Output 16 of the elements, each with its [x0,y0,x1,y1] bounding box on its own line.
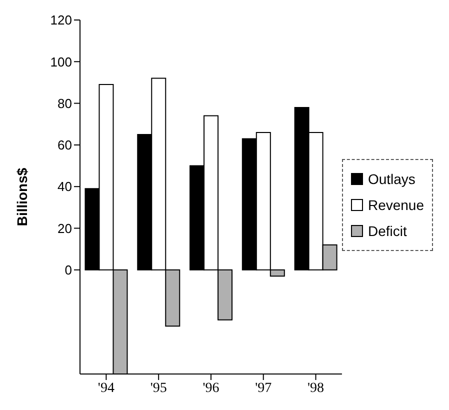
x-tick-label: '95 [150,380,167,396]
y-tick-label: 40 [58,179,72,194]
y-tick-label: 60 [58,138,72,153]
legend-label: Revenue [368,196,424,215]
y-tick-label: 120 [50,12,72,28]
x-tick-label: '96 [202,380,220,396]
y-tick-label: 100 [50,54,72,70]
legend-label: Outlays [368,170,416,189]
legend-label: Deficit [368,222,407,241]
y-tick-label: 80 [58,96,72,111]
y-tick-label: 20 [58,220,72,236]
y-axis-title: Billions$ [14,168,30,226]
x-tick-label: '98 [307,380,324,396]
y-tick-label: 0 [64,262,72,278]
x-tick-label: '97 [255,380,272,396]
x-tick-label: '94 [98,380,114,396]
